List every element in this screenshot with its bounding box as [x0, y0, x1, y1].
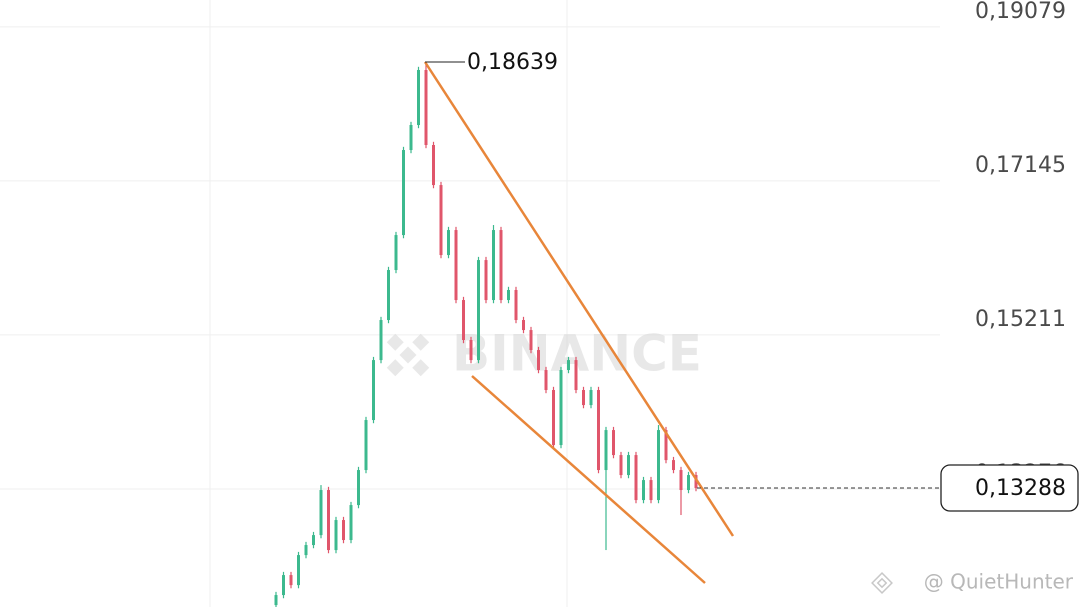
candle-body	[649, 480, 653, 501]
candle-body	[297, 555, 300, 586]
candle-body	[327, 490, 330, 551]
last-price-label: 0,13288	[975, 476, 1066, 501]
candle-body	[349, 505, 353, 541]
candle-body	[334, 520, 338, 551]
credit-logo	[871, 572, 893, 594]
candle-body	[582, 390, 585, 406]
y-tick-label: 0,17145	[975, 153, 1066, 178]
candle-body	[379, 320, 383, 361]
candle-body	[274, 595, 278, 606]
candle-body	[477, 260, 480, 361]
candle-body	[454, 230, 458, 301]
candle-body	[484, 260, 488, 301]
candle-body	[627, 455, 630, 476]
last-price-box	[940, 464, 1079, 512]
candle-body	[507, 290, 510, 301]
candle-body	[364, 420, 368, 471]
candle-body	[687, 475, 690, 491]
candle-body	[589, 390, 593, 406]
candle-body	[604, 430, 608, 471]
candle-body	[612, 430, 615, 456]
candle-body	[522, 320, 525, 331]
candle-body	[387, 270, 390, 321]
candle-body	[552, 390, 555, 446]
candle-body	[619, 455, 623, 476]
candle-body	[567, 360, 570, 371]
candle-body	[417, 69, 420, 126]
candle-body	[402, 150, 405, 236]
annotations: 0,18639 0,13288	[425, 50, 1079, 512]
credit-text: @ QuietHunter	[924, 570, 1074, 594]
trend-line	[423, 61, 735, 537]
watermark-logo	[386, 333, 430, 377]
candle-body	[312, 535, 315, 546]
candle-body	[574, 360, 578, 391]
candle-body	[657, 430, 660, 501]
candles	[274, 61, 698, 607]
candle-body	[634, 455, 638, 501]
candle-body	[672, 460, 675, 471]
trend-line	[471, 375, 706, 584]
candle-body	[537, 350, 540, 371]
candle-body	[664, 430, 668, 461]
candle-body	[304, 545, 308, 556]
candle-body	[597, 390, 600, 471]
y-tick-label: 0,15211	[975, 307, 1066, 332]
candle-body	[439, 185, 443, 256]
candle-body	[342, 520, 345, 541]
candle-body	[469, 340, 473, 361]
candle-body	[499, 230, 503, 301]
y-tick-label: 0,19079	[975, 0, 1066, 24]
candle-body	[544, 370, 548, 391]
candle-body	[289, 575, 293, 586]
candle-body	[424, 69, 428, 146]
credit: @ QuietHunter	[871, 570, 1074, 594]
candle-body	[679, 470, 683, 491]
candle-body	[319, 490, 323, 536]
candle-body	[432, 145, 435, 186]
candle-body	[357, 470, 360, 506]
candle-body	[559, 370, 563, 446]
candle-body	[409, 125, 413, 151]
candle-body	[282, 575, 285, 596]
candle-body	[394, 235, 398, 271]
candle-body	[447, 230, 450, 256]
candle-body	[492, 230, 495, 301]
peak-label: 0,18639	[467, 50, 558, 75]
candle-body	[372, 360, 375, 421]
candle-body	[529, 330, 533, 351]
candle-body	[514, 290, 518, 321]
candle-body	[694, 475, 698, 489]
candle-body	[462, 300, 465, 341]
candle-body	[642, 480, 645, 501]
